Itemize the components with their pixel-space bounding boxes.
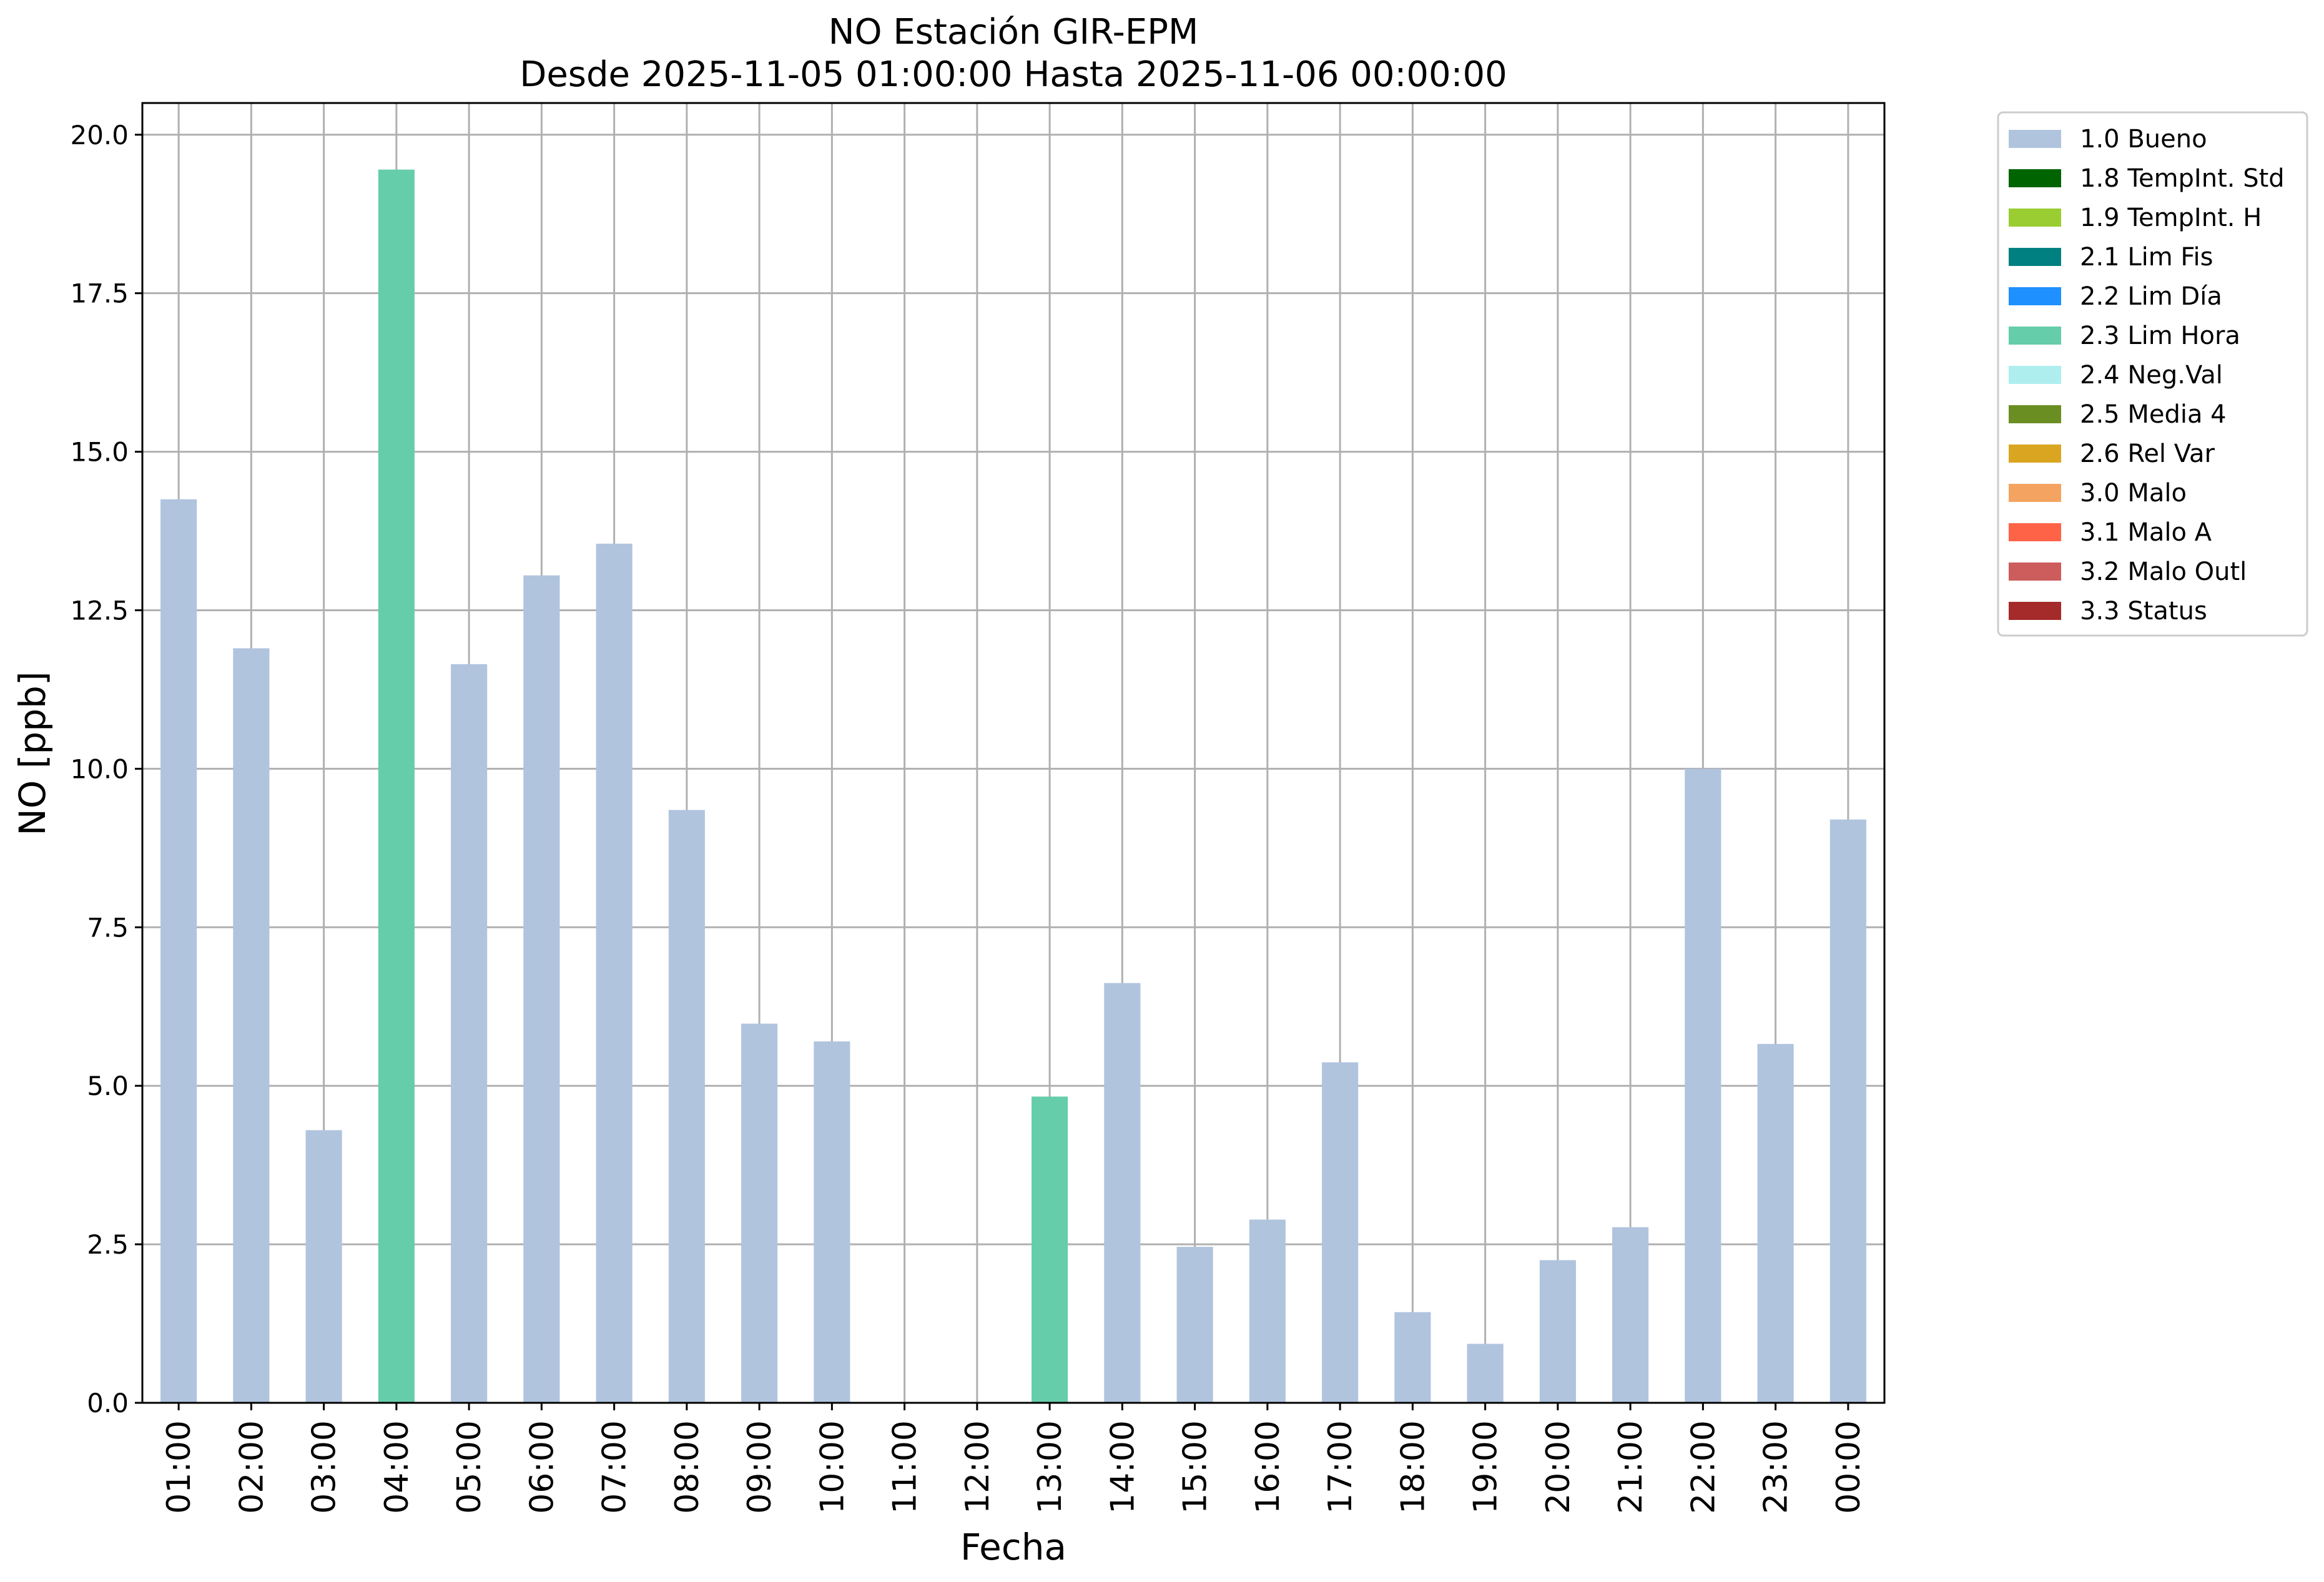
bar-1900 (1467, 1344, 1504, 1403)
legend-label: 2.3 Lim Hora (2080, 322, 2240, 350)
x-tick-label: 05:00 (451, 1420, 488, 1514)
legend-label: 3.0 Malo (2080, 479, 2187, 508)
x-tick-label: 15:00 (1177, 1420, 1214, 1514)
bar-0300 (305, 1130, 342, 1403)
bars (160, 169, 1866, 1403)
x-tick-label: 18:00 (1394, 1420, 1432, 1514)
y-tick-label: 12.5 (70, 595, 129, 626)
x-tick-label: 02:00 (233, 1420, 270, 1514)
legend-swatch (2009, 405, 2061, 423)
x-tick-label: 14:00 (1104, 1420, 1141, 1514)
bar-1800 (1394, 1312, 1431, 1403)
y-tick-label: 15.0 (70, 437, 129, 468)
legend-label: 3.2 Malo Outl (2080, 558, 2247, 586)
bar-0800 (668, 810, 705, 1403)
x-tick-label: 23:00 (1758, 1420, 1795, 1514)
x-tick-label: 10:00 (814, 1420, 851, 1514)
legend-label: 1.8 TempInt. Std (2080, 164, 2285, 193)
legend-label: 1.0 Bueno (2080, 125, 2207, 154)
y-tick-label: 20.0 (70, 120, 129, 150)
plot-area-frame (141, 102, 1886, 1404)
y-axis-label: NO [ppb] (11, 671, 54, 835)
bar-0700 (596, 543, 633, 1403)
legend-swatch (2009, 209, 2061, 227)
y-tick-label: 17.5 (70, 278, 129, 309)
y-tick-label: 0.0 (87, 1388, 129, 1418)
legend-items: 1.0 Bueno 1.8 TempInt. Std 1.9 TempInt. H 2… (2009, 125, 2285, 626)
legend-label: 1.9 TempInt. H (2080, 204, 2262, 232)
x-tick-label: 11:00 (887, 1420, 924, 1514)
bar-0500 (451, 664, 488, 1403)
x-tick-label: 00:00 (1830, 1420, 1868, 1514)
legend-swatch (2009, 287, 2061, 305)
bar-1400 (1104, 983, 1141, 1403)
x-tick-label: 17:00 (1322, 1420, 1359, 1514)
bar-2200 (1685, 769, 1721, 1403)
x-tick-label: 04:00 (378, 1420, 416, 1514)
bar-1600 (1249, 1219, 1286, 1403)
legend-label: 2.4 Neg.Val (2080, 361, 2223, 390)
bar-1300 (1032, 1096, 1068, 1403)
x-tick-label: 22:00 (1685, 1420, 1722, 1514)
x-tick-label: 12:00 (959, 1420, 997, 1514)
bar-0200 (233, 648, 270, 1403)
bar-0600 (523, 575, 560, 1403)
bar-2300 (1757, 1044, 1794, 1403)
bar-0900 (741, 1023, 778, 1403)
bar-0100 (160, 499, 197, 1403)
x-tick-label: 16:00 (1249, 1420, 1287, 1514)
legend-frame (1997, 111, 2308, 637)
x-tick-label: 03:00 (306, 1420, 343, 1514)
legend-swatch (2009, 130, 2061, 148)
legend-swatch (2009, 327, 2061, 345)
legend-label: 2.5 Media 4 (2080, 400, 2227, 429)
x-tick-label: 07:00 (596, 1420, 634, 1514)
bar-0400 (378, 169, 415, 1403)
bar-1700 (1322, 1062, 1359, 1403)
y-tick-label: 7.5 (87, 912, 129, 943)
legend-swatch (2009, 366, 2061, 384)
bar-1000 (814, 1041, 850, 1403)
x-tick-label: 13:00 (1032, 1420, 1069, 1514)
legend-swatch (2009, 523, 2061, 541)
legend-swatch (2009, 484, 2061, 502)
x-axis: 01:00 02:00 03:00 04:00 05:00 06:00 07:00 08:00… (160, 1403, 1868, 1514)
legend-swatch (2009, 445, 2061, 463)
x-tick-label: 19:00 (1467, 1420, 1505, 1514)
y-axis: 0.0 2.5 5.0 7.5 10.0 12.5 15.0 17.5 20.0 (70, 120, 142, 1418)
bar-2000 (1539, 1260, 1576, 1403)
x-tick-label: 08:00 (669, 1420, 706, 1514)
y-tick-label: 10.0 (70, 754, 129, 784)
bar-1500 (1176, 1247, 1213, 1403)
bar-0000 (1829, 819, 1866, 1403)
legend-label: 3.3 Status (2080, 597, 2207, 626)
legend-label: 2.2 Lim Día (2080, 282, 2222, 311)
bar-2100 (1612, 1227, 1649, 1403)
legend-label: 2.6 Rel Var (2080, 440, 2215, 468)
legend-swatch (2009, 602, 2061, 620)
x-tick-label: 20:00 (1540, 1420, 1577, 1514)
x-tick-label: 06:00 (523, 1420, 561, 1514)
legend-swatch (2009, 169, 2061, 187)
y-tick-label: 2.5 (87, 1229, 129, 1260)
x-axis-label: Fecha (960, 1526, 1066, 1568)
chart-subtitle: Desde 2025-11-05 01:00:00 Hasta 2025-11-… (519, 54, 1507, 95)
legend: 1.0 Bueno 1.8 TempInt. Std 1.9 TempInt. H 2… (1997, 111, 2308, 637)
legend-swatch (2009, 563, 2061, 581)
x-tick-label: 09:00 (741, 1420, 779, 1514)
legend-label: 2.1 Lim Fis (2080, 243, 2213, 272)
legend-label: 3.1 Malo A (2080, 518, 2212, 547)
legend-swatch (2009, 248, 2061, 266)
y-tick-label: 5.0 (87, 1071, 129, 1101)
chart-title: NO Estación GIR-EPM (829, 12, 1199, 52)
x-tick-label: 21:00 (1612, 1420, 1650, 1514)
x-tick-label: 01:00 (160, 1420, 198, 1514)
